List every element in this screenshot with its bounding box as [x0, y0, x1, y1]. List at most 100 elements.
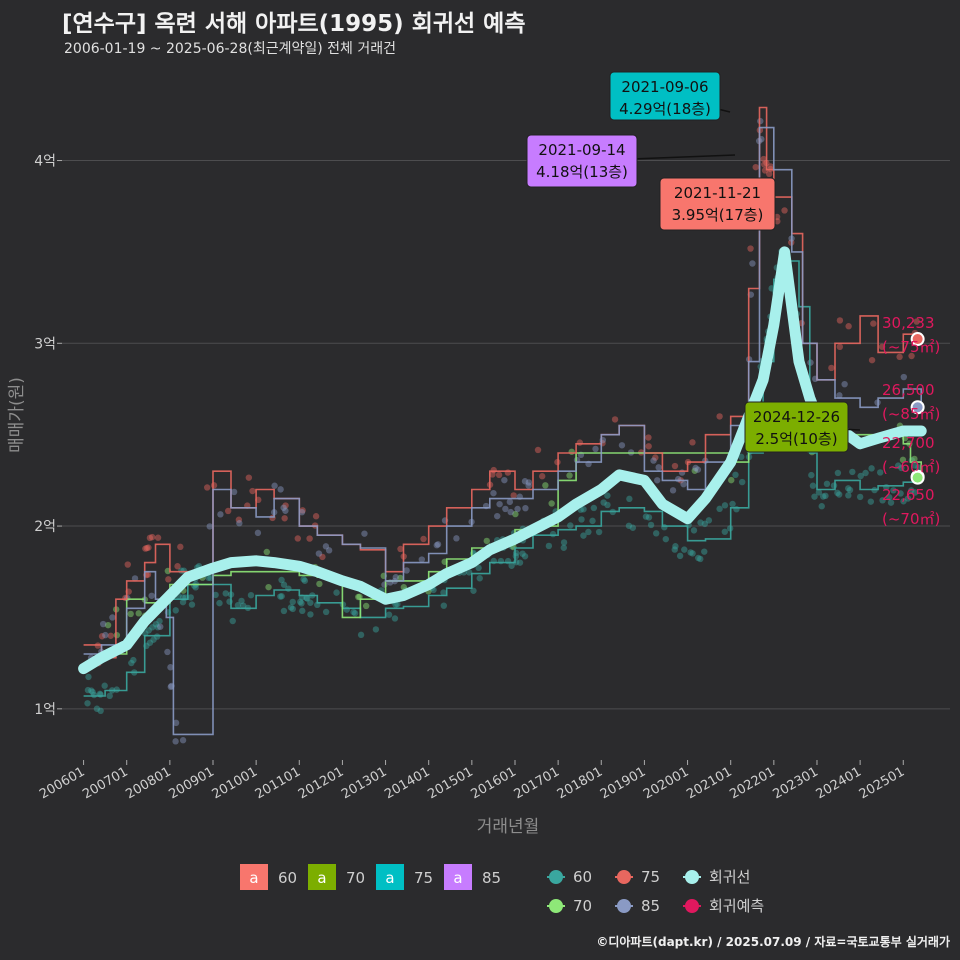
scatter-point-60	[307, 611, 314, 618]
scatter-point-85	[669, 487, 677, 494]
legend-label-key: a	[249, 869, 258, 887]
scatter-point-60	[350, 608, 357, 616]
scatter-point-75	[716, 413, 723, 420]
scatter-point-75	[870, 320, 877, 327]
legend-line-marker	[685, 899, 699, 913]
annotation-date: 2021-09-14	[538, 141, 625, 159]
annotation-box	[609, 71, 721, 121]
scatter-point-75	[174, 563, 181, 570]
scatter-point-60	[280, 607, 288, 615]
scatter-point-75	[224, 507, 232, 515]
scatter-point-60	[834, 469, 842, 477]
x-tick-label: 202401	[814, 764, 864, 802]
scatter-point-60	[465, 569, 473, 576]
scatter-point-85	[392, 574, 400, 581]
scatter-point-60	[222, 590, 229, 597]
scatter-point-75	[652, 454, 659, 461]
scatter-point-60	[207, 574, 214, 582]
x-tick-label: 202001	[641, 764, 691, 802]
scatter-point-60	[809, 482, 817, 489]
scatter-point-75	[836, 317, 844, 324]
scatter-point-85	[678, 469, 686, 476]
scatter-point-75	[249, 487, 256, 495]
scatter-point-60	[721, 528, 729, 535]
scatter-point-60	[687, 549, 694, 556]
scatter-point-85	[381, 581, 388, 588]
scatter-point-60	[625, 522, 633, 529]
legend-label-swatch	[444, 864, 472, 890]
scatter-point-75	[154, 534, 162, 541]
scatter-point-60	[322, 608, 330, 616]
scatter-point-60	[521, 553, 529, 560]
scatter-point-85	[206, 523, 213, 530]
scatter-point-60	[580, 506, 587, 513]
scatter-point-60	[701, 520, 709, 528]
scatter-point-60	[732, 471, 739, 479]
scatter-point-75	[752, 163, 759, 171]
scatter-point-75	[98, 633, 106, 640]
scatter-point-75	[319, 553, 326, 561]
scatter-point-70	[104, 621, 112, 629]
forecast-value-label: 22,650	[882, 486, 935, 504]
scatter-point-75	[645, 443, 652, 450]
forecast-area-label: (~60㎡)	[882, 458, 940, 476]
y-tick-label: 1억	[34, 702, 56, 718]
scatter-point-60	[818, 503, 825, 510]
x-tick-label: 201501	[425, 764, 475, 802]
scatter-point-60	[629, 524, 637, 531]
scatter-point-75	[538, 473, 546, 480]
scatter-point-60	[701, 548, 708, 555]
scatter-point-60	[285, 585, 292, 592]
scatter-point-60	[304, 595, 311, 602]
scatter-point-60	[697, 555, 704, 563]
series-line-60	[83, 260, 922, 697]
scatter-point-75	[146, 534, 154, 542]
scatter-point-60	[301, 577, 309, 584]
scatter-point-85	[254, 529, 262, 537]
scatter-point-85	[592, 445, 599, 453]
y-tick-label: 4억	[34, 154, 56, 170]
forecast-point	[910, 400, 925, 415]
scatter-point-85	[148, 592, 155, 599]
scatter-point-85	[99, 620, 107, 628]
scatter-point-75	[235, 516, 243, 523]
scatter-point-60	[738, 478, 746, 486]
annotation-date: 2021-09-06	[621, 78, 708, 96]
scatter-point-60	[849, 468, 856, 476]
legend-label-name: 60	[278, 869, 297, 887]
scatter-point-60	[642, 513, 650, 520]
scatter-point-70	[316, 580, 323, 588]
annotation-box	[744, 401, 849, 453]
scatter-point-70	[127, 610, 134, 618]
legend-label-name: 75	[414, 869, 433, 887]
legend-line-marker	[549, 870, 563, 884]
scatter-point-75	[420, 535, 427, 543]
scatter-point-60	[287, 604, 295, 611]
scatter-point-75	[299, 507, 306, 514]
scatter-point-85	[167, 683, 175, 691]
scatter-point-75	[773, 213, 781, 221]
scatter-point-60	[894, 462, 902, 469]
scatter-point-85	[325, 547, 333, 554]
scatter-point-70	[483, 537, 490, 545]
scatter-point-60	[391, 615, 399, 622]
scatter-point-60	[188, 601, 196, 608]
legend-label-key: a	[453, 869, 462, 887]
scatter-point-60	[179, 598, 187, 606]
scatter-point-75	[747, 245, 754, 252]
scatter-point-60	[113, 686, 120, 693]
scatter-point-75	[144, 571, 152, 578]
x-tick-label: 200601	[37, 764, 87, 802]
source-caption: ©디아파트(dapt.kr) / 2025.07.09 / 자료=국토교통부 실…	[596, 935, 950, 949]
scatter-point-60	[298, 600, 305, 607]
scatter-point-70	[691, 467, 698, 474]
scatter-point-60	[911, 489, 919, 496]
annotation-date: 2024-12-26	[753, 408, 840, 426]
scatter-point-60	[819, 493, 827, 500]
scatter-point-60	[879, 497, 886, 504]
scatter-point-60	[153, 633, 161, 640]
forecast-points: 30,233 (~75㎡) 26,500 (~85㎡) 22,700 (~60㎡) 22,6…	[882, 314, 940, 528]
scatter-point-60	[130, 656, 137, 664]
annotation-box	[659, 177, 776, 231]
scatter-point-70	[911, 455, 918, 463]
